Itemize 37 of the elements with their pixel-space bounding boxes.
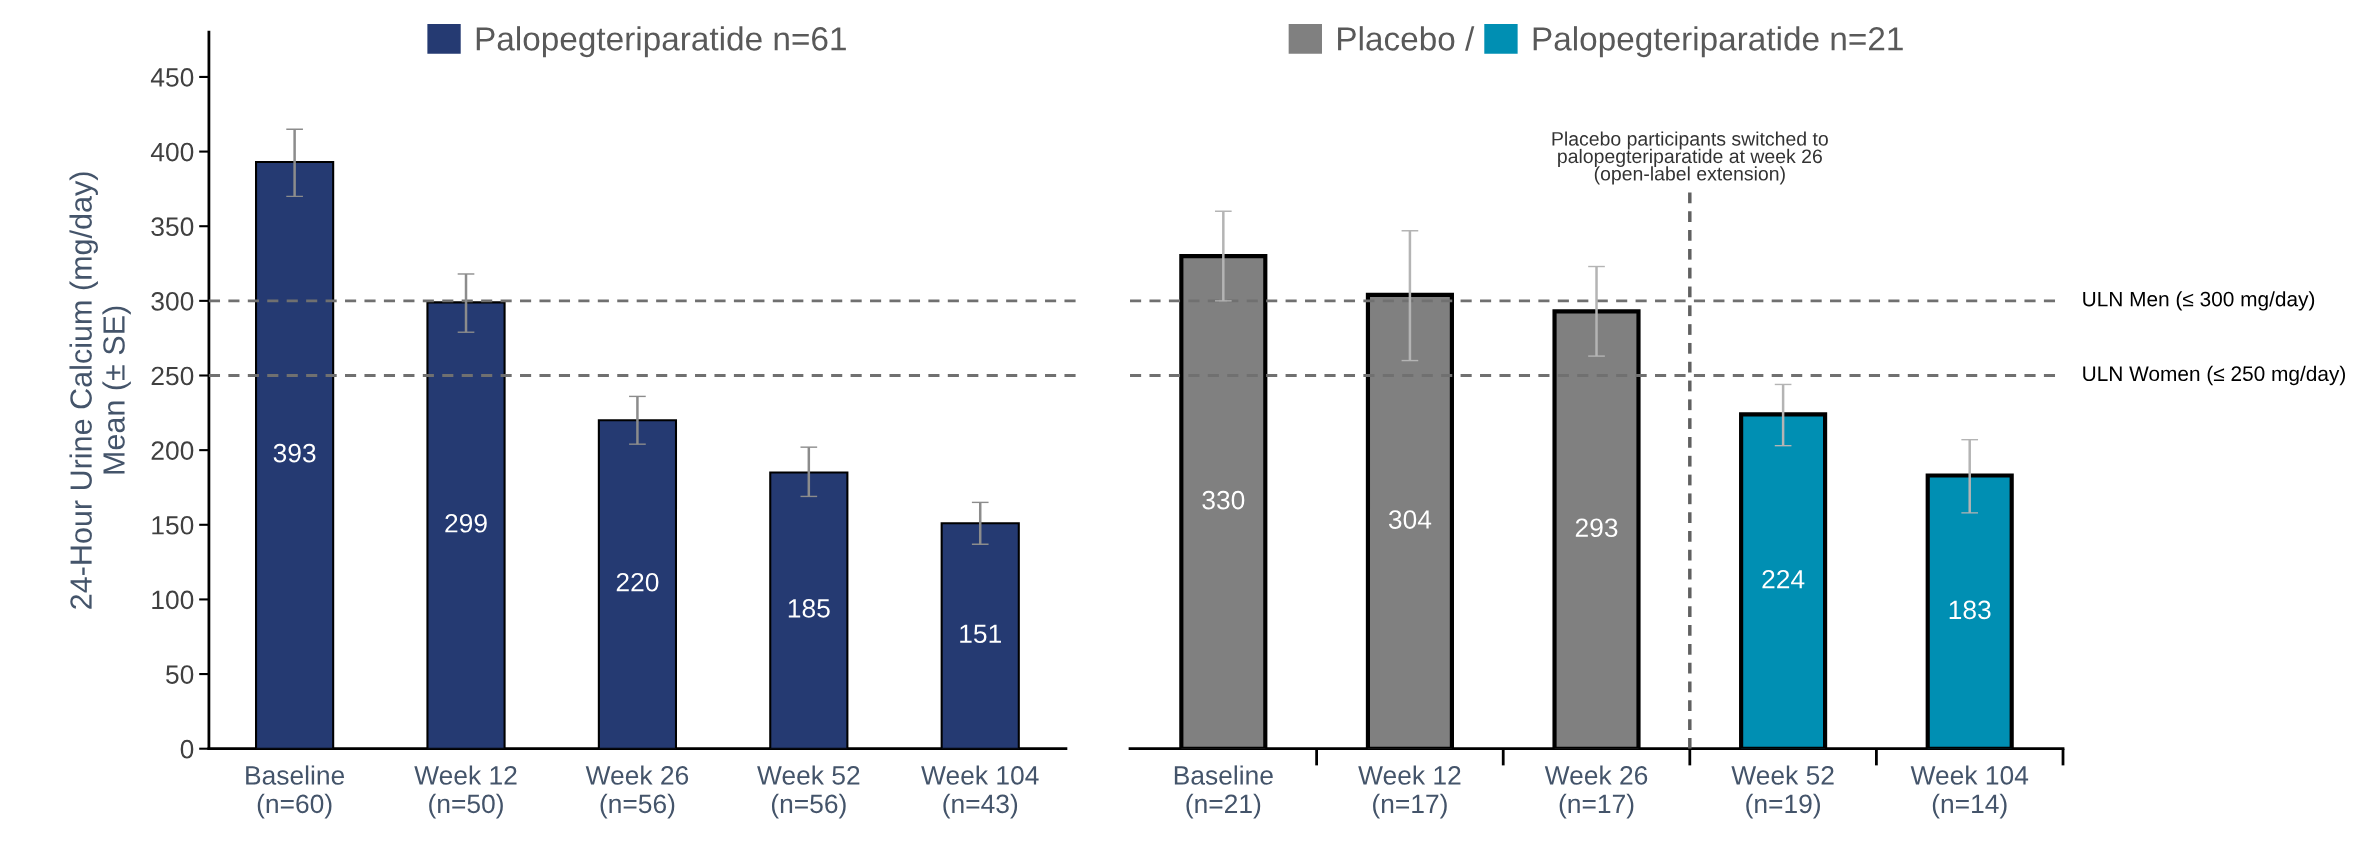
data-label: 330	[1202, 490, 1245, 510]
x-tick-label: Week 104 (n=14)	[1910, 765, 2029, 819]
x-tick-label: Week 12 (n=50)	[414, 765, 517, 819]
legend-label: Palopegteriparatide n=21	[1533, 26, 1903, 58]
y-tick-label: 350	[151, 217, 194, 237]
ref-line-label: ULN Men (≤ 300 mg/day)	[2083, 291, 2315, 311]
x-tick-label: Week 52 (n=56)	[757, 765, 860, 819]
y-tick-label: 300	[151, 291, 194, 311]
y-tick-label: 450	[150, 68, 194, 87]
data-label: 293	[1575, 518, 1618, 538]
y-tick-label: 150	[152, 515, 194, 535]
data-label: 185	[788, 599, 830, 618]
y-tick-label: 200	[151, 441, 194, 460]
data-label: 220	[616, 572, 659, 592]
x-tick-label: Week 52 (n=19)	[1731, 765, 1834, 819]
y-tick-label: 0	[180, 739, 194, 759]
y-tick-label: 250	[151, 366, 194, 386]
data-label: 151	[960, 624, 1001, 644]
legend-label: Placebo /	[1338, 26, 1475, 51]
legend-label: Palopegteriparatide n=61	[476, 26, 846, 58]
data-label: 183	[1949, 600, 1991, 620]
y-tick-label: 50	[166, 665, 194, 684]
x-tick-label: Baseline (n=21)	[1174, 765, 1273, 819]
x-tick-label: Week 26 (n=17)	[1544, 765, 1648, 819]
data-label: 299	[445, 513, 487, 533]
data-label: 224	[1762, 569, 1805, 589]
x-tick-label: Baseline (n=60)	[246, 765, 345, 819]
data-label: 393	[273, 443, 316, 463]
x-tick-label: Week 12 (n=17)	[1358, 765, 1461, 819]
y-tick-label: 400	[150, 142, 194, 162]
data-label: 304	[1388, 510, 1432, 529]
annotation: Placebo participants switched to palopegteriparatide at week 26 (open-label extension)	[1552, 131, 1828, 185]
y-axis-title: 24-Hour Urine Calcium (mg/day) Mean (± SE)	[69, 172, 131, 609]
x-tick-label: Week 26 (n=56)	[585, 765, 689, 819]
x-tick-label: Week 104 (n=43)	[921, 765, 1039, 819]
y-tick-label: 100	[152, 590, 194, 610]
ref-line-label: ULN Women (≤ 250 mg/day)	[2083, 365, 2345, 386]
